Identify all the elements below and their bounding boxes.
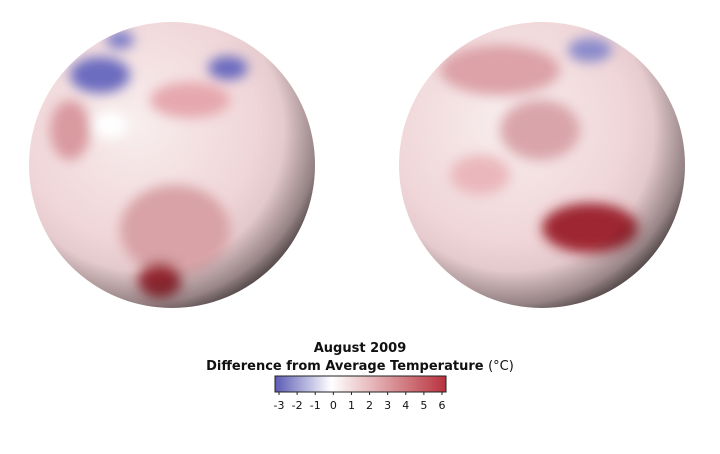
tick-label: -1 xyxy=(310,399,321,412)
legend-unit: (°C) xyxy=(488,359,514,374)
legend-title: August 2009 xyxy=(314,341,407,356)
tick-label: 0 xyxy=(330,399,337,412)
tick-label: 5 xyxy=(420,399,427,412)
colorbar xyxy=(274,375,447,393)
colorbar-ticks: -3 -2 -1 0 1 2 3 4 5 6 xyxy=(274,392,446,412)
western-globe xyxy=(29,22,315,308)
tick-label: 4 xyxy=(402,399,409,412)
tick-label: 1 xyxy=(348,399,355,412)
tick-label: -3 xyxy=(274,399,285,412)
legend-subtitle-line: Difference from Average Temperature (°C) xyxy=(206,359,514,374)
tick-label: -2 xyxy=(292,399,303,412)
eastern-globe xyxy=(399,22,685,308)
tick-label: 6 xyxy=(439,399,446,412)
tick-label: 3 xyxy=(384,399,391,412)
legend-subtitle: Difference from Average Temperature xyxy=(206,359,484,374)
tick-label: 2 xyxy=(366,399,373,412)
